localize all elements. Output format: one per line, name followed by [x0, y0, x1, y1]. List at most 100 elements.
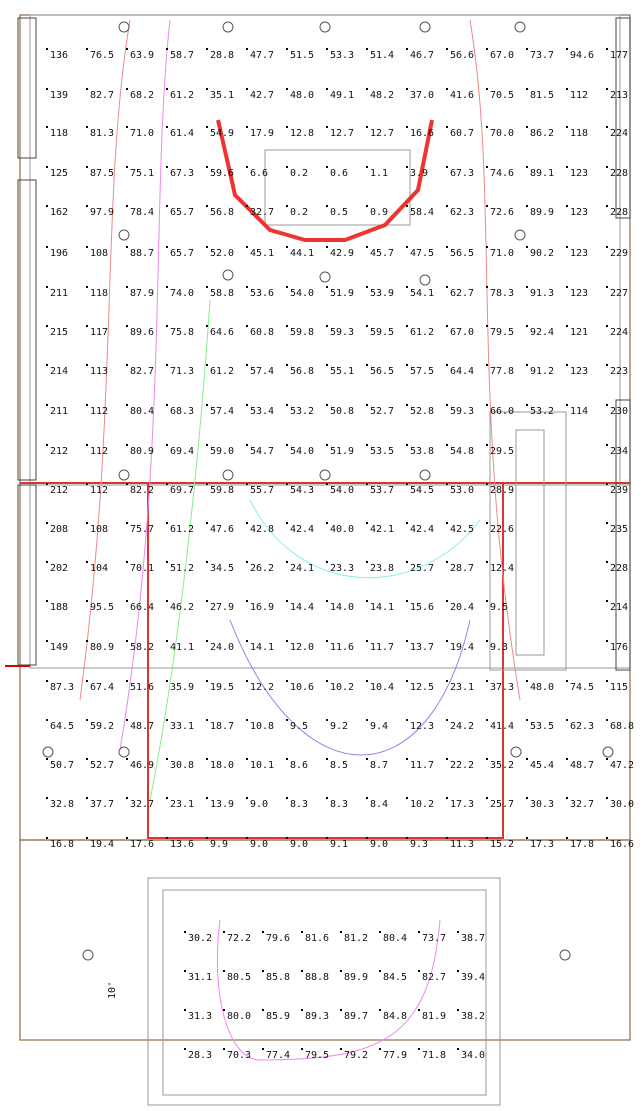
point-marker: [486, 444, 488, 446]
value: 123: [570, 288, 588, 299]
point-marker: [366, 286, 368, 288]
value: 234: [610, 446, 628, 457]
point-marker: [406, 680, 408, 682]
value: 88.8: [305, 972, 329, 983]
value: 80.9: [90, 642, 114, 653]
value: 74.0: [170, 288, 194, 299]
value: 57.4: [210, 406, 234, 417]
point-marker: [46, 126, 48, 128]
point-marker: [126, 758, 128, 760]
point-marker: [206, 325, 208, 327]
value: 80.5: [227, 972, 251, 983]
value: 30.2: [188, 933, 212, 944]
value: 54.0: [290, 288, 314, 299]
value: 11.6: [330, 642, 354, 653]
value: 6.6: [250, 168, 268, 179]
value: 73.7: [530, 50, 554, 61]
point-marker: [486, 88, 488, 90]
value: 67.3: [450, 168, 474, 179]
value: 17.3: [530, 839, 554, 850]
value: 30.3: [530, 799, 554, 810]
point-marker: [606, 166, 608, 168]
value: 228: [610, 168, 628, 179]
point-marker: [46, 246, 48, 248]
value: 84.5: [383, 972, 407, 983]
point-marker: [326, 325, 328, 327]
value: 10.4: [370, 682, 394, 693]
value: 15.6: [410, 602, 434, 613]
value: 68.8: [610, 721, 634, 732]
point-marker: [486, 640, 488, 642]
point-marker: [246, 404, 248, 406]
value: 53.0: [450, 485, 474, 496]
value: 65.7: [170, 207, 194, 218]
point-marker: [46, 444, 48, 446]
value: 45.7: [370, 248, 394, 259]
value: 77.4: [266, 1050, 290, 1061]
point-marker: [366, 640, 368, 642]
point-marker: [379, 1048, 381, 1050]
value: 11.3: [450, 839, 474, 850]
value: 9.1: [330, 839, 348, 850]
value: 52.0: [210, 248, 234, 259]
point-marker: [406, 797, 408, 799]
point-marker: [262, 931, 264, 933]
point-marker: [366, 797, 368, 799]
point-marker: [326, 404, 328, 406]
point-marker: [446, 640, 448, 642]
point-marker: [206, 404, 208, 406]
value: 211: [50, 406, 68, 417]
point-marker: [326, 444, 328, 446]
point-marker: [126, 48, 128, 50]
point-marker: [418, 931, 420, 933]
value: 71.0: [130, 128, 154, 139]
value: 123: [570, 168, 588, 179]
value: 46.9: [130, 760, 154, 771]
value: 28.3: [188, 1050, 212, 1061]
point-marker: [206, 837, 208, 839]
point-marker: [86, 444, 88, 446]
value: 188: [50, 602, 68, 613]
value: 37.0: [410, 90, 434, 101]
point-marker: [486, 364, 488, 366]
value: 10.2: [410, 799, 434, 810]
point-marker: [246, 640, 248, 642]
value: 25.7: [410, 563, 434, 574]
value: 68.2: [130, 90, 154, 101]
value: 32.8: [50, 799, 74, 810]
value: 89.3: [305, 1011, 329, 1022]
value: 51.6: [130, 682, 154, 693]
point-marker: [566, 364, 568, 366]
value: 81.9: [422, 1011, 446, 1022]
value: 85.8: [266, 972, 290, 983]
value: 79.2: [344, 1050, 368, 1061]
point-marker: [46, 88, 48, 90]
point-marker: [418, 1009, 420, 1011]
point-marker: [326, 797, 328, 799]
point-marker: [326, 166, 328, 168]
value: 82.7: [422, 972, 446, 983]
value: 30.8: [170, 760, 194, 771]
value: 81.3: [90, 128, 114, 139]
point-marker: [606, 246, 608, 248]
value: 52.7: [90, 760, 114, 771]
value: 51.9: [330, 446, 354, 457]
point-marker: [486, 325, 488, 327]
point-marker: [206, 126, 208, 128]
point-marker: [526, 166, 528, 168]
point-marker: [526, 719, 528, 721]
point-marker: [446, 205, 448, 207]
value: 54.9: [210, 128, 234, 139]
point-marker: [326, 680, 328, 682]
point-marker: [126, 719, 128, 721]
point-marker: [46, 719, 48, 721]
point-marker: [166, 680, 168, 682]
value: 47.2: [610, 760, 634, 771]
point-marker: [126, 166, 128, 168]
value: 41.6: [450, 90, 474, 101]
value: 79.5: [490, 327, 514, 338]
value: 0.9: [370, 207, 388, 218]
value: 108: [90, 248, 108, 259]
point-marker: [166, 286, 168, 288]
value: 1.1: [370, 168, 388, 179]
